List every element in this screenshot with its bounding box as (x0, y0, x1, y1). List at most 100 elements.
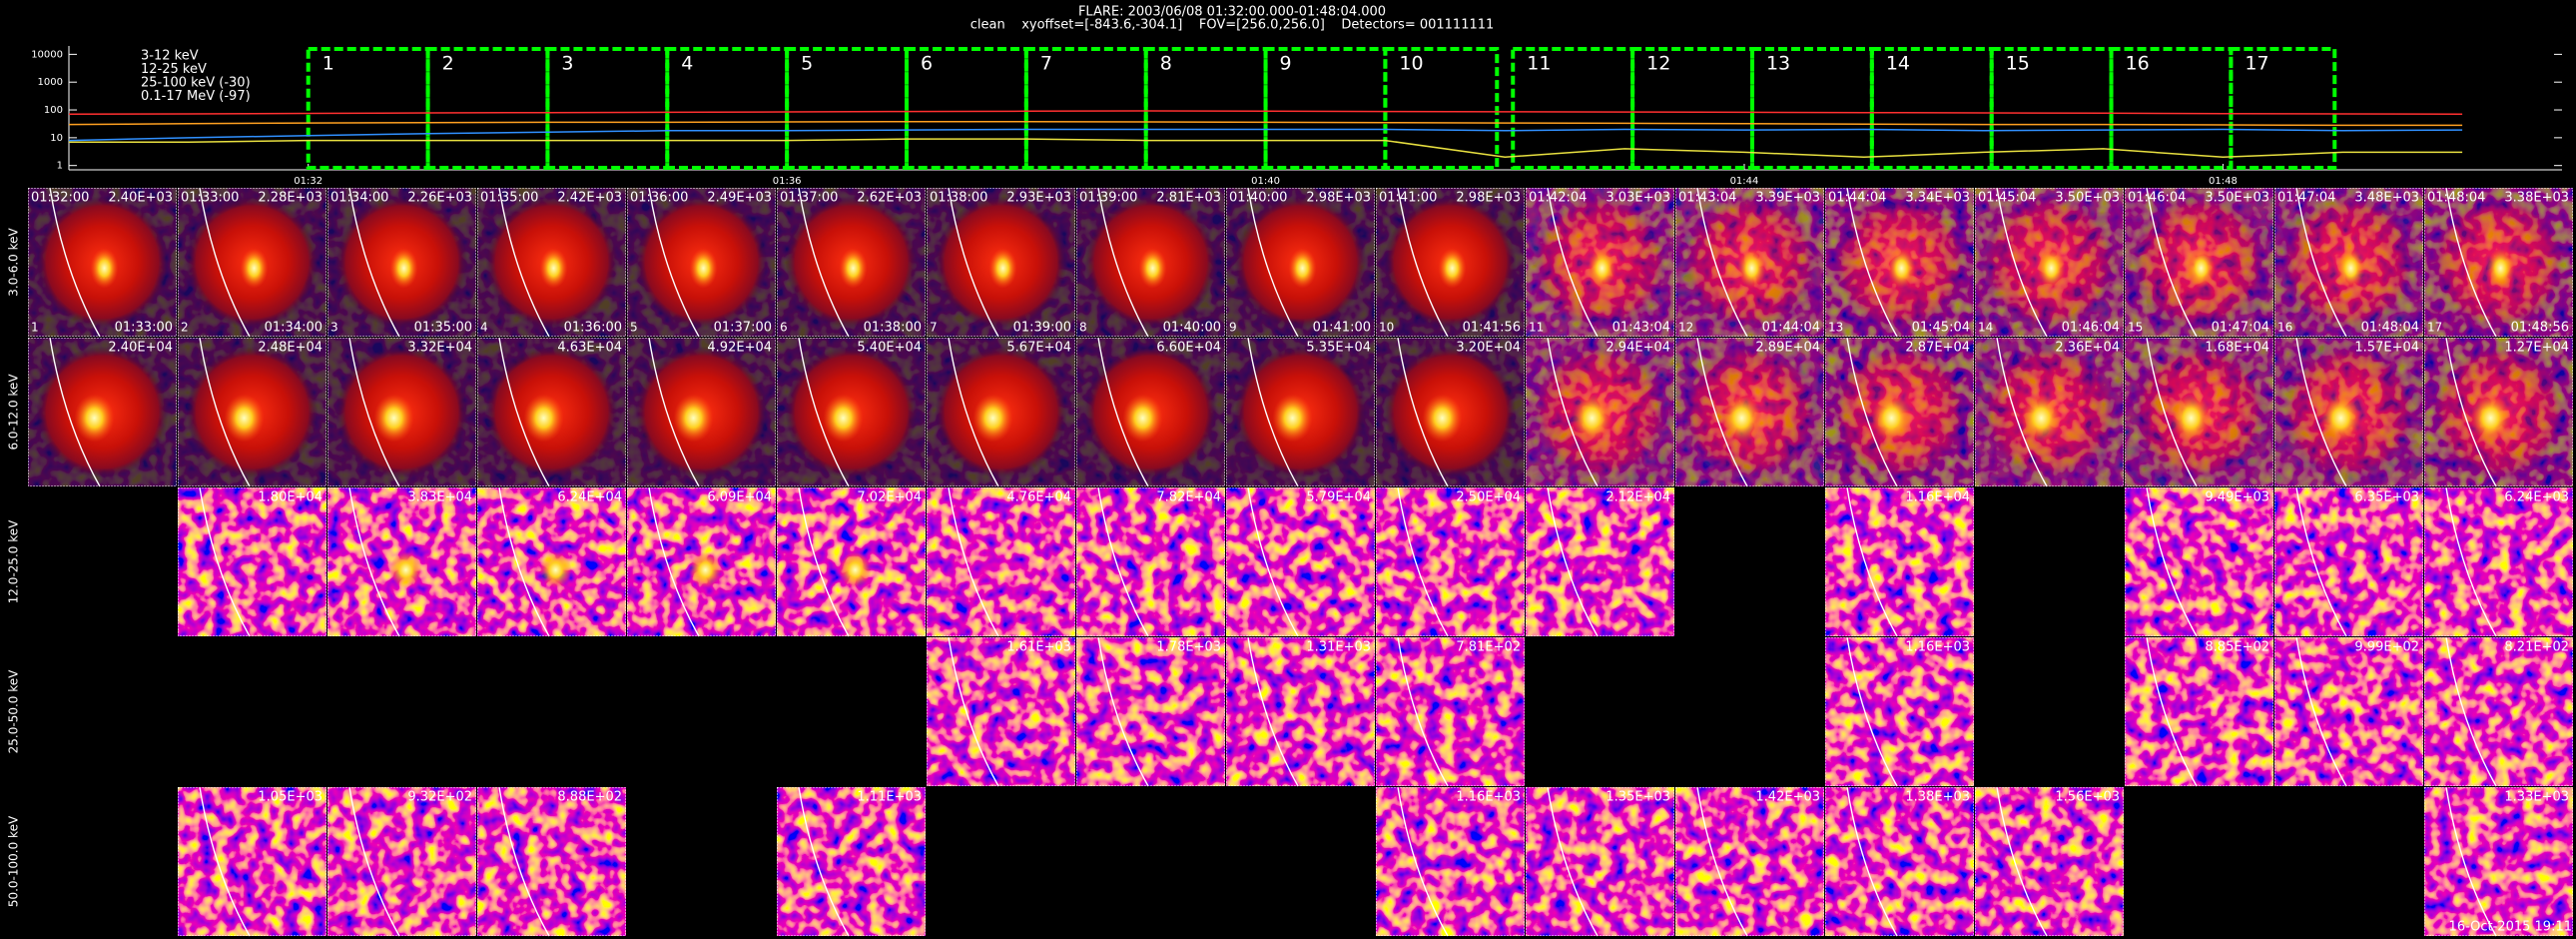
image-panel: 2.93E+03 01:38:00 01:39:00 7 (927, 187, 1075, 338)
solar-limb (798, 187, 850, 338)
image-panel: 1.31E+03 (1226, 636, 1375, 787)
solar-limb (2146, 337, 2198, 487)
peak-value: 1.68E+04 (2205, 341, 2269, 356)
peak-value: 1.42E+03 (1755, 790, 1820, 805)
header-title: FLARE: 2003/06/08 01:32:00.000-01:48:04.… (1078, 5, 1386, 20)
solar-limb (348, 187, 400, 338)
panel-noise (927, 487, 1075, 636)
interval-box (1511, 47, 1635, 170)
interval-label: 16 (2126, 53, 2150, 75)
interval-label: 6 (921, 53, 933, 75)
x-tick-label: 01:32 (294, 176, 322, 187)
source-core (839, 248, 868, 289)
peak-value: 9.32E+02 (407, 790, 472, 805)
footer-timestamp: 16-Oct-2015 19:11 (2449, 920, 2572, 935)
interval-end-time: 01:41:00 (1313, 321, 1371, 336)
panel-border (777, 487, 926, 636)
peak-value: 2.48E+04 (258, 341, 322, 356)
source-core (1272, 394, 1313, 443)
panel-border (2274, 637, 2423, 786)
x-tick-label: 01:48 (2209, 176, 2238, 187)
interval-index: 17 (2427, 321, 2442, 335)
interval-index: 11 (1529, 321, 1544, 335)
image-panel: 5.40E+04 (777, 337, 926, 487)
panel-border (1376, 487, 1525, 636)
source-core (988, 248, 1017, 289)
image-panel: 2.49E+03 01:36:00 01:37:00 5 (627, 187, 776, 338)
interval-index: 16 (2277, 321, 2292, 335)
solar-limb (648, 337, 700, 487)
source-core (673, 394, 714, 443)
interval-end-time: 01:33:00 (115, 321, 173, 336)
solar-limb (948, 636, 999, 787)
panel-border (627, 188, 776, 337)
panel-noise (1076, 637, 1225, 786)
interval-label: 12 (1646, 53, 1670, 75)
panel-border (1526, 188, 1674, 337)
panel-noise (2125, 487, 2273, 636)
interval-box (1869, 47, 1994, 170)
solar-limb (1547, 486, 1599, 637)
panel-border (1675, 188, 1824, 337)
solar-limb (1397, 786, 1449, 937)
solar-limb (1247, 636, 1299, 787)
panel-border (777, 787, 926, 936)
peak-value: 2.49E+03 (707, 191, 772, 206)
peak-value: 1.33E+03 (2504, 790, 2569, 805)
y-tick-label: 1000 (38, 77, 63, 88)
peak-value: 3.32E+04 (407, 341, 472, 356)
interval-label: 2 (442, 53, 454, 75)
light-curve (69, 138, 2463, 159)
peak-value: 1.31E+03 (1306, 640, 1371, 655)
peak-value: 1.57E+04 (2354, 341, 2419, 356)
source-core (839, 551, 872, 588)
source-core (389, 551, 422, 588)
energy-band-label: 25.0-50.0 keV (7, 669, 21, 753)
solar-limb (1696, 337, 1748, 487)
image-panel: 5.79E+04 (1226, 486, 1375, 637)
panel-border (28, 338, 177, 486)
peak-value: 2.36E+04 (2055, 341, 2120, 356)
panel-border (927, 637, 1075, 786)
source-core (972, 394, 1013, 443)
legend-entry: 0.1-17 MeV (-97) (141, 89, 251, 104)
peak-value: 3.50E+03 (2205, 191, 2269, 206)
interval-start-time: 01:38:00 (930, 191, 987, 206)
solar-limb (1397, 636, 1449, 787)
y-tick-label: 10000 (31, 49, 63, 60)
panel-border (1825, 487, 1974, 636)
image-panel: 1.80E+04 (178, 486, 326, 637)
solar-limb (348, 786, 400, 937)
source-core (224, 394, 265, 443)
panel-noise (1226, 637, 1375, 786)
panel-border (2274, 487, 2423, 636)
legend-entry: 25-100 keV (-30) (141, 76, 251, 91)
peak-value: 3.48E+03 (2354, 191, 2419, 206)
image-panel: 3.50E+03 01:46:04 01:47:04 15 (2125, 187, 2273, 338)
x-tick-label: 01:36 (773, 176, 802, 187)
peak-value: 1.27E+04 (2504, 341, 2569, 356)
interval-box (1749, 47, 1874, 170)
peak-value: 2.89E+04 (1755, 341, 1820, 356)
peak-value: 3.38E+03 (2504, 191, 2569, 206)
y-tick-label: 10 (50, 133, 63, 144)
image-panel: 2.42E+03 01:35:00 01:36:00 4 (477, 187, 626, 338)
y-tick-label: 100 (44, 105, 63, 116)
source-core (2320, 394, 2361, 443)
image-panel: 2.26E+03 01:34:00 01:35:00 3 (327, 187, 476, 338)
panel-noise (1675, 787, 1824, 936)
peak-value: 9.49E+03 (2205, 490, 2269, 505)
interval-label: 4 (681, 53, 693, 75)
source-core (1438, 248, 1467, 289)
source-core (2336, 248, 2365, 289)
light-curve (68, 110, 2463, 116)
interval-index: 13 (1828, 321, 1843, 335)
panel-border (1226, 338, 1375, 486)
image-panel: 3.48E+03 01:47:04 01:48:04 16 (2274, 187, 2423, 338)
solar-limb (498, 486, 550, 637)
interval-index: 10 (1379, 321, 1394, 335)
solar-limb (1547, 337, 1599, 487)
peak-value: 6.24E+03 (2504, 490, 2569, 505)
image-panel: 2.94E+04 (1526, 337, 1674, 487)
